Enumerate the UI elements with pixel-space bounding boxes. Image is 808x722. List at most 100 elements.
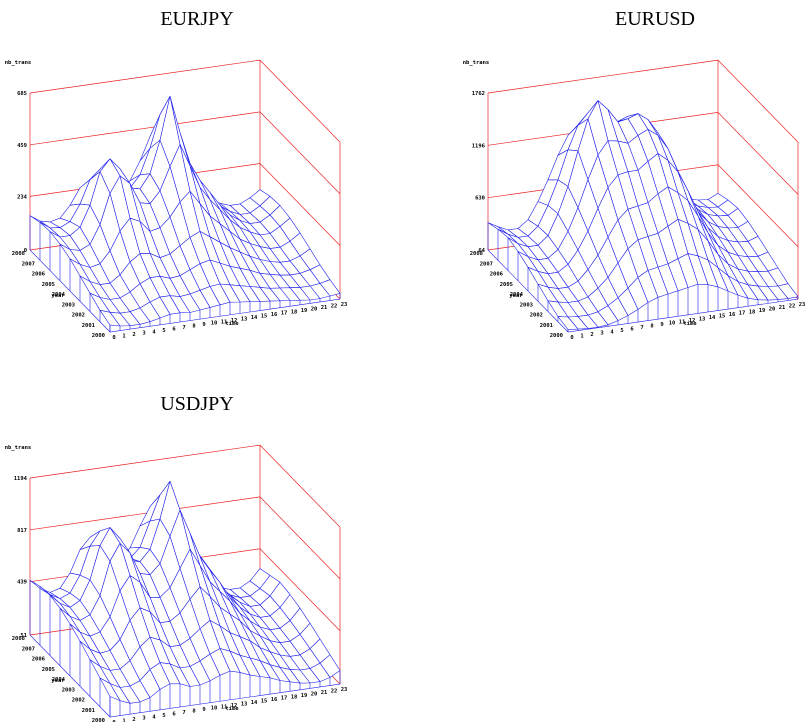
y-tick-label: 2004 — [52, 292, 66, 298]
x-tick-label: 8 — [192, 709, 195, 715]
y-tick-label: 2003 — [520, 302, 533, 308]
y-tick-label: 2007 — [480, 261, 493, 267]
x-tick-label: 6 — [172, 711, 176, 717]
x-tick-label: 10 — [211, 706, 218, 712]
surface-chart: EURUSD6463011961762nb_transyeartime20002… — [463, 8, 806, 341]
base-edge — [29, 249, 341, 333]
x-tick-label: 15 — [719, 314, 726, 320]
x-tick-label: 5 — [162, 328, 165, 334]
x-tick-label: 18 — [291, 694, 298, 700]
x-tick-label: 4 — [610, 329, 614, 335]
x-tick-label: 6 — [630, 326, 634, 332]
x-tick-label: 7 — [640, 325, 643, 331]
grid-line — [29, 111, 341, 195]
z-tick-label: 234 — [17, 194, 28, 200]
x-tick-label: 12 — [689, 318, 696, 324]
x-tick-label: 14 — [251, 700, 258, 706]
x-tick-label: 8 — [192, 324, 195, 330]
base-edge — [487, 249, 799, 333]
x-tick-label: 7 — [182, 710, 185, 716]
x-tick-label: 20 — [311, 306, 318, 312]
y-tick-label: 2008 — [12, 251, 25, 257]
x-tick-label: 0 — [112, 720, 115, 722]
x-tick-label: 18 — [749, 309, 756, 315]
x-tick-label: 21 — [321, 305, 328, 311]
z-tick-label: 1196 — [472, 143, 486, 149]
y-tick-label: 2001 — [82, 323, 96, 329]
x-tick-label: 0 — [112, 335, 115, 341]
x-tick-label: 21 — [779, 305, 786, 311]
z-tick-label: 1762 — [472, 91, 485, 97]
y-tick-label: 2007 — [22, 261, 35, 267]
x-tick-label: 17 — [739, 311, 746, 317]
x-tick-label: 22 — [331, 304, 338, 310]
x-tick-label: 16 — [271, 312, 278, 318]
y-axis-label: year — [51, 678, 65, 684]
x-tick-label: 19 — [759, 308, 766, 314]
y-axis-label: year — [509, 293, 523, 299]
grid-line — [29, 59, 341, 143]
x-tick-label: 3 — [142, 716, 145, 722]
x-tick-label: 6 — [172, 326, 176, 332]
z-tick-label: 630 — [475, 196, 485, 202]
x-tick-label: 10 — [211, 321, 218, 327]
x-tick-label: 8 — [650, 324, 653, 330]
x-tick-label: 21 — [321, 690, 328, 696]
x-tick-label: 20 — [311, 691, 318, 697]
surface-cell — [99, 677, 121, 701]
x-tick-label: 16 — [729, 312, 736, 318]
x-axis-label: time — [225, 706, 239, 712]
x-tick-label: 4 — [152, 329, 156, 335]
x-tick-label: 1 — [122, 719, 126, 722]
x-tick-label: 9 — [660, 322, 663, 328]
y-tick-label: 2000 — [550, 333, 563, 339]
y-axis-label: year — [51, 293, 65, 299]
y-tick-label: 2000 — [92, 718, 105, 722]
y-tick-label: 2000 — [92, 333, 105, 339]
z-axis-label: nb_trans — [5, 445, 32, 451]
x-tick-label: 11 — [221, 319, 228, 325]
x-tick-label: 13 — [241, 701, 248, 707]
y-tick-label: 2008 — [12, 636, 25, 642]
x-tick-label: 3 — [600, 331, 603, 337]
x-tick-label: 9 — [202, 707, 205, 713]
x-axis-label: time — [683, 321, 697, 327]
y-tick-label: 2005 — [42, 282, 55, 288]
x-tick-label: 22 — [331, 689, 338, 695]
chart-title: EURJPY — [160, 8, 233, 30]
grid-line — [29, 444, 341, 528]
x-tick-label: 17 — [281, 311, 288, 317]
x-tick-label: 15 — [261, 699, 268, 705]
x-tick-label: 11 — [221, 704, 228, 710]
y-tick-label: 2007 — [22, 646, 35, 652]
surface-cell — [99, 309, 121, 327]
grid-line — [29, 496, 341, 580]
x-tick-label: 0 — [570, 335, 573, 341]
x-tick-label: 16 — [271, 697, 278, 703]
x-tick-label: 13 — [241, 316, 248, 322]
x-tick-label: 23 — [799, 302, 806, 308]
y-tick-label: 2004 — [52, 677, 66, 683]
x-tick-label: 9 — [202, 322, 205, 328]
x-tick-label: 13 — [699, 316, 706, 322]
x-tick-label: 2 — [132, 717, 135, 722]
surface-chart: USDJPY514398171194nb_transyeartime200020… — [5, 393, 348, 722]
y-tick-label: 2005 — [42, 667, 55, 673]
x-axis-label: time — [225, 321, 239, 327]
z-tick-label: 817 — [17, 528, 27, 534]
z-axis-label: nb_trans — [463, 60, 490, 66]
x-tick-label: 5 — [620, 328, 623, 334]
y-tick-label: 2006 — [32, 272, 46, 278]
x-tick-label: 14 — [709, 315, 716, 321]
z-tick-label: 685 — [17, 91, 27, 97]
z-axis-label: nb_trans — [5, 60, 32, 66]
y-tick-label: 2008 — [470, 251, 483, 257]
x-tick-label: 2 — [132, 332, 135, 338]
y-tick-label: 2006 — [32, 657, 46, 663]
y-tick-label: 2002 — [530, 313, 543, 319]
x-tick-label: 3 — [142, 331, 145, 337]
x-tick-label: 23 — [341, 302, 348, 308]
z-tick-label: 64 — [478, 248, 485, 254]
x-tick-label: 5 — [162, 713, 165, 719]
